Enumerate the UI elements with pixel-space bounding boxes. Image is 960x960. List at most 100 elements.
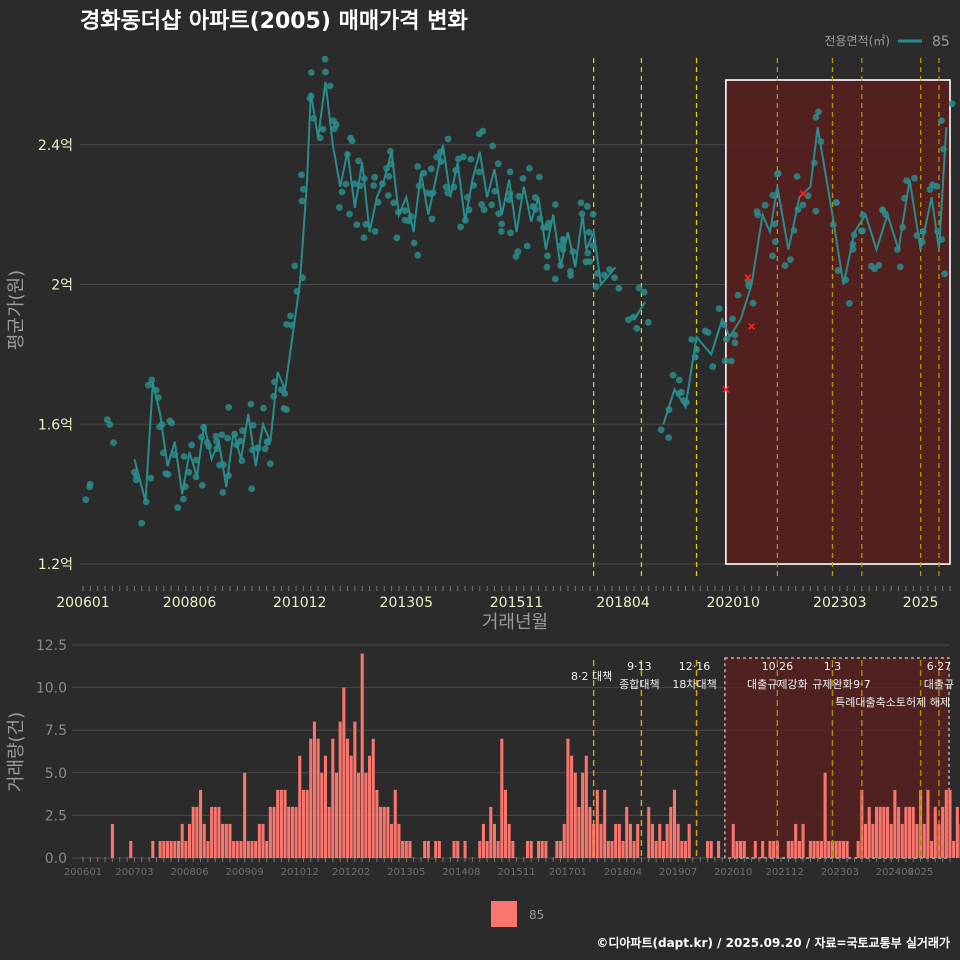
volume-bar	[573, 772, 577, 858]
price-point	[665, 434, 672, 441]
volume-bar	[338, 721, 342, 858]
volume-bar	[456, 840, 460, 858]
volume-bar	[897, 806, 901, 858]
volume-bar	[562, 823, 566, 858]
price-point	[281, 390, 289, 397]
volume-bar	[158, 840, 162, 858]
volume-bar	[437, 840, 441, 858]
volume-bar	[581, 772, 585, 858]
volume-bar	[206, 840, 210, 858]
price-point	[941, 270, 949, 278]
volume-bar	[529, 840, 533, 858]
legend-series-label: 85	[932, 34, 950, 50]
volume-bar	[658, 823, 662, 858]
volume-bar	[871, 823, 875, 858]
price-point	[771, 220, 778, 228]
price-point	[519, 175, 527, 182]
volume-bar	[195, 806, 199, 858]
volume-bar	[636, 823, 640, 858]
price-point	[933, 183, 940, 190]
price-point	[678, 388, 685, 396]
price-point	[480, 206, 488, 214]
volume-bar	[489, 806, 493, 858]
volume-bar	[878, 806, 882, 858]
policy-label-sub: 대출규	[924, 678, 954, 691]
volume-bar	[900, 823, 904, 858]
price-point	[793, 173, 801, 180]
price-point	[283, 321, 290, 328]
volume-bar	[647, 806, 651, 858]
price-point	[536, 173, 543, 181]
price-point	[804, 192, 812, 200]
volume-bar	[834, 840, 838, 858]
volume-bar	[845, 840, 849, 858]
price-point	[86, 483, 94, 491]
price-point	[144, 381, 152, 389]
volume-bar	[228, 823, 232, 858]
price-point	[212, 432, 220, 440]
price-point	[938, 117, 945, 124]
price-point	[331, 125, 338, 133]
outlier-marker	[722, 385, 730, 393]
price-point	[721, 357, 729, 365]
price-point	[589, 210, 597, 218]
price-point	[428, 215, 436, 223]
price-point	[224, 434, 232, 442]
volume-bar	[731, 823, 735, 858]
price-point	[225, 403, 233, 411]
policy-label: 8·2 대책	[571, 670, 612, 683]
top-x-tick-label: 200806	[163, 595, 217, 611]
price-point	[188, 441, 196, 449]
price-point	[455, 155, 462, 163]
volume-bar	[559, 840, 563, 858]
price-point	[348, 137, 356, 145]
volume-bar	[911, 806, 915, 858]
price-point	[491, 187, 499, 195]
price-point	[353, 221, 361, 229]
top-x-tick-label: 2025	[903, 595, 939, 611]
price-point	[812, 207, 820, 215]
price-point	[515, 192, 523, 200]
volume-bar	[162, 840, 166, 858]
volume-bar	[294, 806, 298, 858]
outlier-marker	[799, 190, 807, 198]
legend-title: 전용면적(㎡)	[824, 34, 890, 48]
volume-bar	[893, 789, 897, 858]
volume-bar	[393, 789, 397, 858]
volume-bar	[382, 806, 386, 858]
price-point	[769, 191, 777, 199]
price-point	[442, 183, 450, 191]
volume-bar	[342, 687, 346, 858]
price-point	[586, 258, 594, 265]
price-point	[911, 174, 918, 182]
volume-bar	[224, 823, 228, 858]
price-point	[475, 130, 483, 138]
outlier-marker	[748, 322, 756, 330]
price-point	[731, 339, 739, 347]
bottom-x-tick-label: 201202	[332, 867, 370, 878]
price-point	[467, 155, 475, 163]
volume-bar	[261, 823, 265, 858]
top-y-tick-label: 2.4억	[38, 138, 73, 154]
price-point	[543, 263, 551, 271]
price-point	[219, 489, 227, 496]
price-point	[615, 284, 623, 292]
price-point	[523, 242, 531, 250]
bottom-y-tick-label: 0.0	[45, 851, 67, 867]
policy-label: 9·13	[627, 660, 652, 673]
price-point	[298, 197, 306, 205]
top-x-tick-label: 201305	[380, 595, 433, 611]
price-point	[799, 201, 807, 209]
price-point	[815, 108, 822, 116]
price-point	[868, 262, 875, 270]
price-point	[781, 262, 789, 269]
volume-bar	[210, 806, 214, 858]
price-point	[551, 275, 559, 283]
volume-bar	[889, 823, 893, 858]
bottom-x-tick-label: 200703	[115, 867, 153, 878]
bottom-x-tick-label: 200909	[226, 867, 264, 878]
price-point	[704, 329, 712, 336]
price-point	[514, 248, 522, 256]
volume-bar	[265, 840, 269, 858]
volume-bar	[584, 755, 588, 858]
